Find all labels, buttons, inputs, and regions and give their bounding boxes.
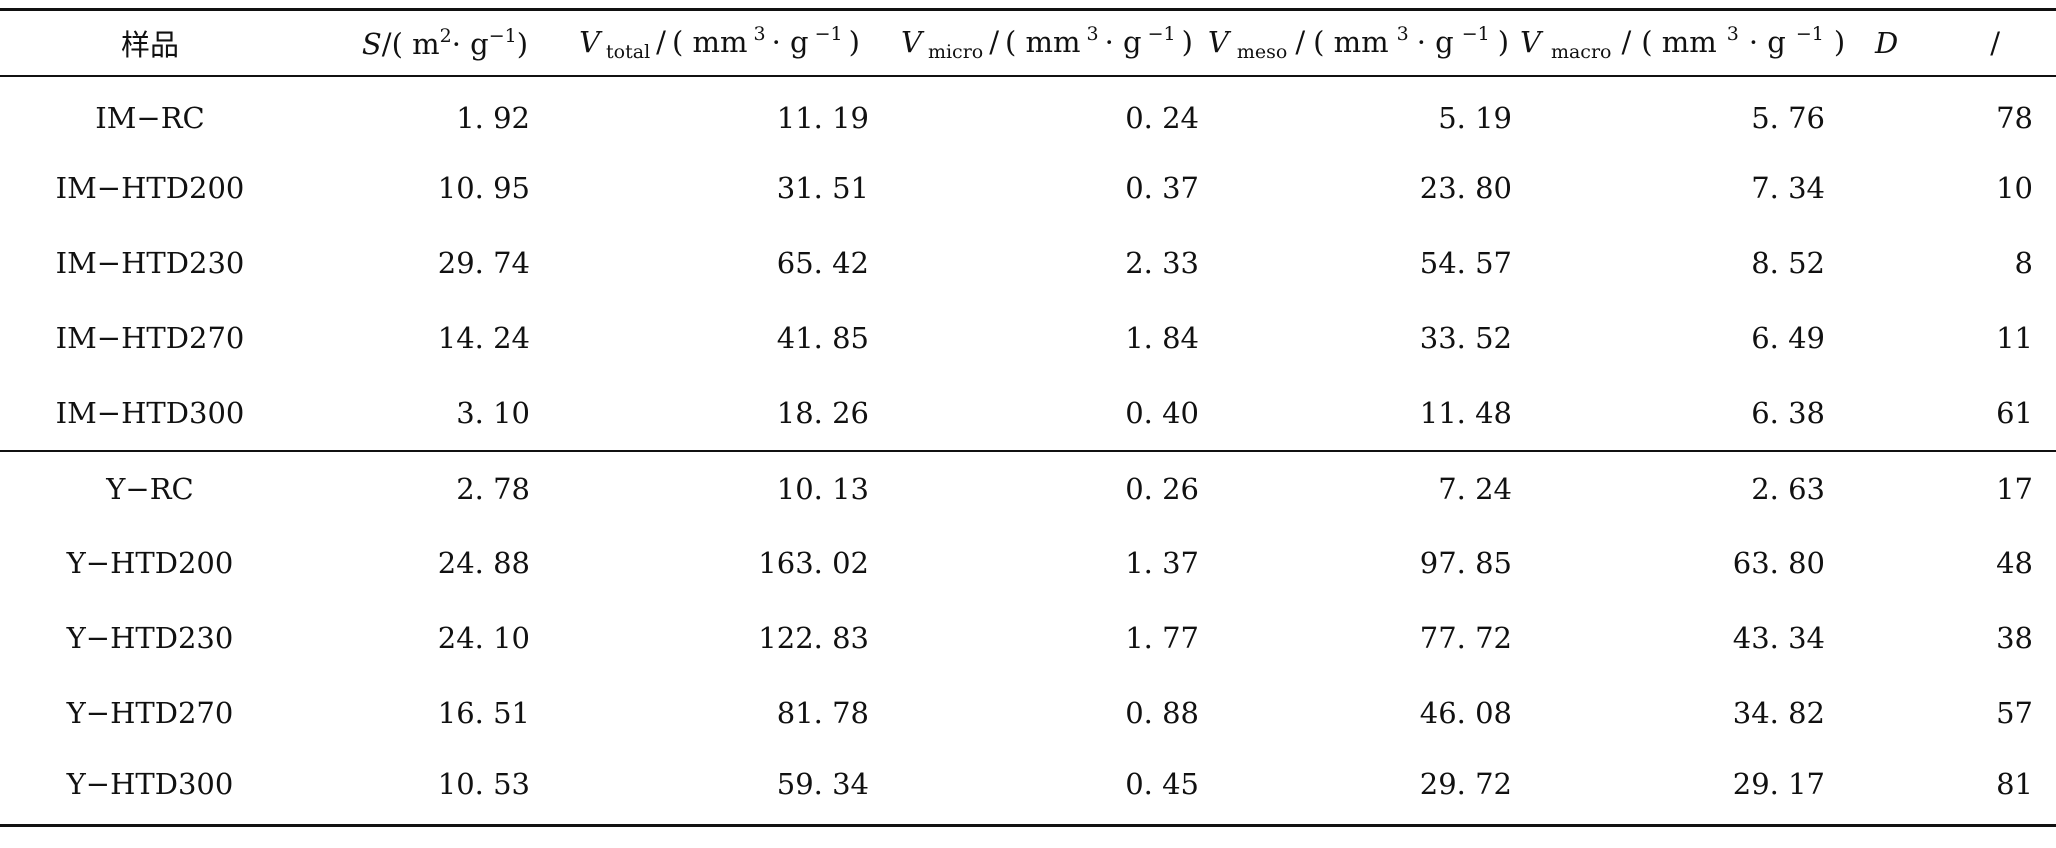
- table-row: Y−HTD200 24. 88 163. 02 1. 37 97. 85 63.…: [0, 526, 2056, 601]
- cell-pore-diameter: 81: [1835, 750, 2056, 827]
- cell-v-meso: 97. 85: [1419, 546, 1512, 580]
- cell-surface-area: 16. 51: [437, 696, 530, 730]
- cell-v-total: 11. 19: [776, 100, 869, 135]
- cell-surface-area: 10. 95: [437, 171, 530, 205]
- table-row: Y−RC 2. 78 10. 13 0. 26 7. 24 2. 63 17: [0, 451, 2056, 526]
- cell-v-macro: 63. 80: [1732, 546, 1825, 580]
- table-row: Y−HTD300 10. 53 59. 34 0. 45 29. 72 29. …: [0, 750, 2056, 827]
- cell-v-micro: 0. 24: [1125, 100, 1199, 135]
- cell-v-total: 65. 42: [776, 246, 869, 280]
- cell-sample: Y−HTD200: [66, 546, 234, 580]
- cell-sample: Y−HTD230: [66, 621, 234, 655]
- table-row: Y−HTD270 16. 51 81. 78 0. 88 46. 08 34. …: [0, 676, 2056, 751]
- cell-sample: IM−HTD230: [55, 246, 245, 280]
- cell-v-micro: 0. 40: [875, 375, 1205, 452]
- cell-sample: Y−RC: [106, 471, 194, 506]
- table-row: IM−HTD200 10. 95 31. 51 0. 37 23. 80 7. …: [0, 151, 2056, 226]
- cell-v-meso: 33. 52: [1419, 321, 1512, 355]
- cell-surface-area: 29. 74: [437, 246, 530, 280]
- table-row: Y−HTD230 24. 10 122. 83 1. 77 77. 72 43.…: [0, 601, 2056, 676]
- cell-v-macro: 6. 38: [1520, 375, 1835, 452]
- header-surface-area: S/( m2 · g−1): [300, 8, 530, 77]
- cell-v-micro: 0. 88: [1125, 696, 1199, 730]
- cell-sample: IM−RC: [95, 100, 205, 135]
- cell-sample: Y−HTD300: [0, 750, 300, 827]
- table-body-im-group: IM−RC 1. 92 11. 19 0. 24 5. 19 5. 76 78 …: [0, 76, 2056, 452]
- cell-v-total: 41. 85: [776, 321, 869, 355]
- table-row: IM−HTD270 14. 24 41. 85 1. 84 33. 52 6. …: [0, 301, 2056, 376]
- cell-surface-area: 24. 10: [437, 621, 530, 655]
- cell-v-total: 31. 51: [776, 171, 869, 205]
- cell-v-meso: 77. 72: [1419, 621, 1512, 655]
- cell-surface-area: 3. 10: [300, 375, 530, 452]
- cell-v-total: 59. 34: [530, 750, 875, 827]
- table-row: IM−HTD300 3. 10 18. 26 0. 40 11. 48 6. 3…: [0, 375, 2056, 452]
- cell-pore-diameter: 78: [1996, 100, 2033, 135]
- cell-pore-diameter: 11: [1996, 321, 2033, 355]
- cell-v-micro: 0. 37: [1125, 171, 1199, 205]
- cell-v-macro: 34. 82: [1732, 696, 1825, 730]
- cell-v-macro: 2. 63: [1751, 471, 1825, 506]
- cell-v-total: 163. 02: [758, 546, 869, 580]
- cell-surface-area: 24. 88: [437, 546, 530, 580]
- cell-v-macro: 7. 34: [1751, 171, 1825, 205]
- cell-v-meso: 23. 80: [1419, 171, 1512, 205]
- cell-v-total: 122. 83: [758, 621, 869, 655]
- cell-v-total: 81. 78: [776, 696, 869, 730]
- cell-surface-area: 2. 78: [456, 471, 530, 506]
- cell-v-micro: 1. 77: [1125, 621, 1199, 655]
- cell-surface-area: 1. 92: [456, 100, 530, 135]
- table-body-y-group: Y−RC 2. 78 10. 13 0. 26 7. 24 2. 63 17 Y…: [0, 451, 2056, 827]
- cell-sample: IM−HTD200: [55, 171, 245, 205]
- cell-v-micro: 1. 37: [1125, 546, 1199, 580]
- cell-pore-diameter: 57: [1996, 696, 2033, 730]
- cell-sample: Y−HTD270: [66, 696, 234, 730]
- cell-pore-diameter: 61: [1835, 375, 2056, 452]
- cell-v-macro: 6. 49: [1751, 321, 1825, 355]
- cell-pore-diameter: 8: [2014, 246, 2033, 280]
- header-pore-diameter: D/nm: [1835, 8, 2056, 77]
- cell-sample: IM−HTD300: [0, 375, 300, 452]
- cell-v-total: 10. 13: [776, 471, 869, 506]
- cell-v-meso: 5. 19: [1438, 100, 1512, 135]
- cell-surface-area: 10. 53: [300, 750, 530, 827]
- cell-pore-diameter: 17: [1996, 471, 2033, 506]
- cell-pore-diameter: 48: [1996, 546, 2033, 580]
- cell-v-micro: 2. 33: [1125, 246, 1199, 280]
- cell-v-micro: 0. 45: [875, 750, 1205, 827]
- cell-v-micro: 1. 84: [1125, 321, 1199, 355]
- table-row: IM−RC 1. 92 11. 19 0. 24 5. 19 5. 76 78: [0, 76, 2056, 151]
- cell-v-meso: 54. 57: [1419, 246, 1512, 280]
- cell-v-macro: 29. 17: [1520, 750, 1835, 827]
- cell-pore-diameter: 10: [1996, 171, 2033, 205]
- cell-v-macro: 8. 52: [1751, 246, 1825, 280]
- cell-v-macro: 5. 76: [1751, 100, 1825, 135]
- cell-sample: IM−HTD270: [55, 321, 245, 355]
- cell-v-meso: 7. 24: [1438, 471, 1512, 506]
- cell-v-micro: 0. 26: [1125, 471, 1199, 506]
- cell-surface-area: 14. 24: [437, 321, 530, 355]
- cell-pore-diameter: 38: [1996, 621, 2033, 655]
- cell-v-meso: 11. 48: [1205, 375, 1520, 452]
- cell-v-total: 18. 26: [530, 375, 875, 452]
- header-sample: 样品: [0, 8, 300, 77]
- cell-v-meso: 29. 72: [1205, 750, 1520, 827]
- table-row: IM−HTD230 29. 74 65. 42 2. 33 54. 57 8. …: [0, 226, 2056, 301]
- cell-v-meso: 46. 08: [1419, 696, 1512, 730]
- cell-v-macro: 43. 34: [1732, 621, 1825, 655]
